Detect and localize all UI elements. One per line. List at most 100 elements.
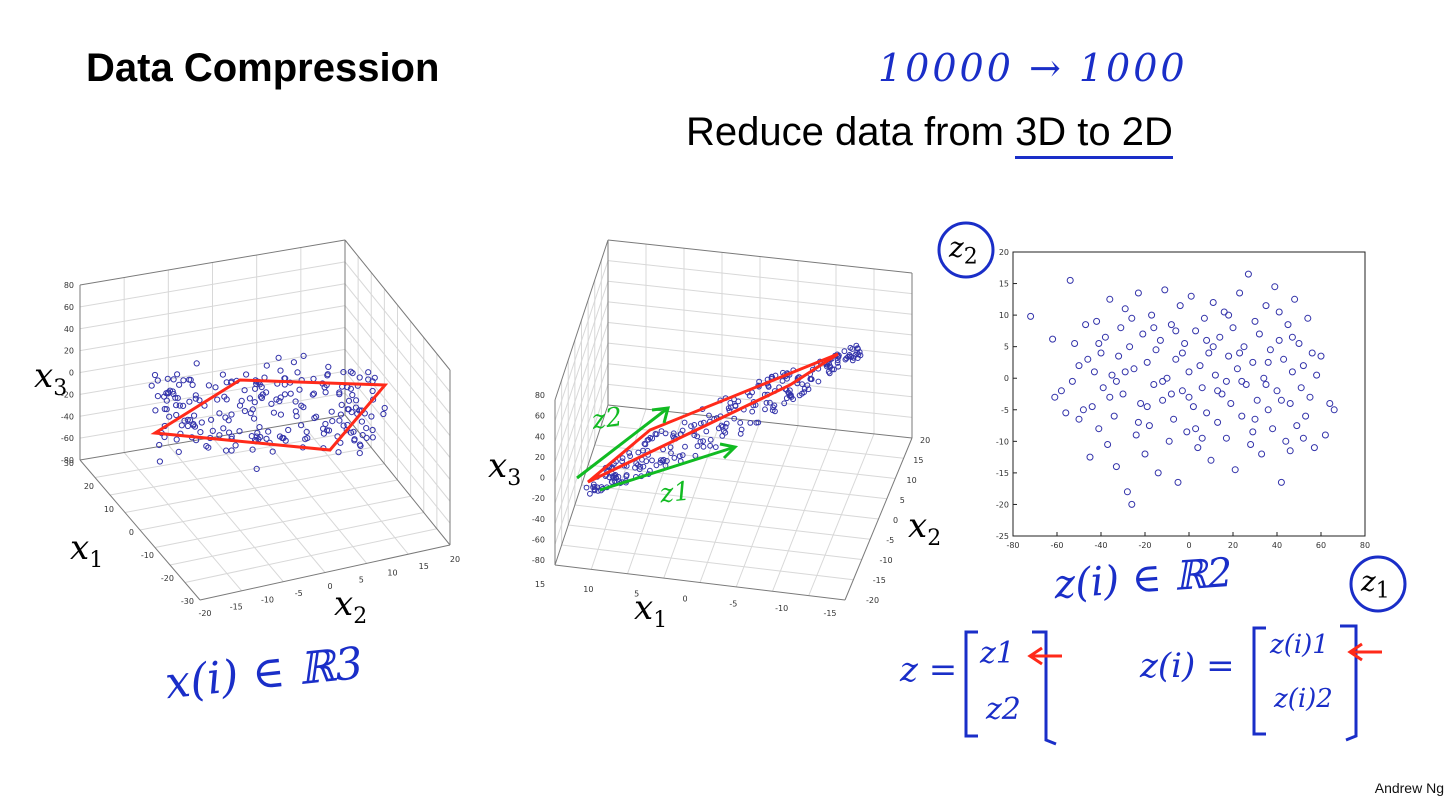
data-point — [763, 399, 770, 406]
data-point — [340, 369, 347, 376]
scatter-point — [1236, 349, 1244, 357]
data-point — [723, 420, 730, 427]
data-point — [348, 409, 355, 416]
data-point — [338, 401, 345, 408]
data-point — [371, 374, 378, 381]
scatter-point — [1115, 352, 1123, 360]
data-point — [781, 400, 788, 407]
data-point — [344, 406, 351, 413]
scatter-point — [1262, 381, 1270, 388]
data-point — [198, 419, 205, 426]
subtitle-highlight: 3D to 2D — [1015, 110, 1173, 159]
data-point — [253, 465, 260, 472]
scatter-point — [1027, 312, 1035, 320]
data-point — [737, 430, 744, 437]
scatter-point — [1121, 305, 1129, 313]
data-point — [835, 363, 842, 370]
tick-label: -60 — [532, 535, 545, 544]
data-point — [627, 453, 633, 460]
scatter-point — [1128, 500, 1136, 508]
scatter-point — [1117, 324, 1125, 332]
data-point — [164, 390, 172, 397]
scatter-point — [1264, 406, 1272, 414]
middle-z1-arrow — [599, 442, 739, 492]
scatter-point — [1154, 469, 1162, 477]
y-tick-label: -20 — [996, 500, 1009, 509]
data-point — [163, 397, 170, 404]
data-point — [718, 422, 725, 429]
data-point — [357, 442, 364, 449]
scatter-point — [1225, 352, 1233, 360]
data-point — [753, 419, 760, 426]
scatter-point — [1086, 453, 1094, 461]
data-point — [310, 390, 317, 397]
data-point — [320, 425, 327, 432]
data-point — [313, 413, 320, 420]
scatter-point — [1128, 314, 1136, 322]
scatter-point — [1203, 409, 1211, 417]
tick-label: -10 — [775, 604, 788, 613]
data-point — [368, 413, 375, 420]
data-point — [842, 356, 849, 363]
z-entry-2: z2 — [986, 692, 1021, 727]
scatter-point — [1260, 374, 1268, 382]
data-point — [356, 450, 363, 457]
data-point — [214, 396, 221, 403]
scatter-point — [1071, 340, 1079, 347]
box-edge — [344, 414, 451, 546]
scatter-point — [1104, 441, 1112, 448]
data-point — [287, 390, 294, 397]
box-edge — [554, 404, 609, 566]
data-point — [294, 369, 301, 376]
scatter-point — [1084, 355, 1092, 363]
data-point — [790, 396, 796, 403]
scatter-point — [1181, 340, 1189, 347]
scatter-point — [1178, 387, 1186, 395]
data-point — [280, 435, 287, 442]
data-point — [815, 378, 822, 385]
data-point — [363, 425, 370, 432]
scatter-point — [1141, 450, 1149, 458]
data-point — [184, 422, 191, 430]
tick-label: 30 — [64, 459, 74, 468]
scatter-point — [1143, 403, 1151, 411]
scatter-point — [1099, 384, 1107, 392]
tick-label: -20 — [61, 390, 74, 399]
scatter-point — [1198, 384, 1206, 392]
middle-z2-arrow — [576, 406, 671, 480]
zi-entry-2: z(i)2 — [1274, 684, 1333, 714]
data-point — [755, 419, 762, 426]
tick-label: 80 — [64, 281, 74, 290]
data-point — [311, 414, 318, 422]
data-point — [349, 391, 356, 399]
scatter-point — [1264, 358, 1272, 366]
tick-label: -80 — [532, 556, 545, 565]
data-point — [176, 402, 183, 409]
data-point — [265, 428, 272, 435]
data-point — [369, 434, 376, 441]
scatter-point — [1286, 447, 1294, 455]
y-tick-label: 0 — [1004, 374, 1009, 383]
scatter-point — [1247, 441, 1255, 448]
slide-subtitle: Reduce data from 3D to 2D — [686, 110, 1173, 159]
data-point — [369, 426, 376, 434]
data-point — [749, 408, 756, 415]
data-point — [208, 416, 215, 423]
scatter-point — [1249, 428, 1257, 436]
tick-label: -10 — [880, 556, 893, 565]
zi-vector-lhs: z(i) = — [1140, 646, 1235, 686]
scatter-point — [1304, 314, 1312, 322]
data-point — [612, 472, 619, 478]
scatter-point — [1123, 488, 1131, 496]
data-point — [801, 385, 808, 392]
data-point — [369, 387, 376, 395]
y-tick-label: 5 — [1004, 343, 1009, 352]
tick-label: 80 — [535, 391, 545, 400]
box-edge — [844, 437, 913, 601]
data-point — [336, 417, 343, 424]
data-point — [671, 455, 678, 461]
data-point — [258, 394, 265, 402]
data-point — [156, 458, 163, 465]
data-point — [191, 412, 198, 419]
data-point — [180, 402, 187, 409]
